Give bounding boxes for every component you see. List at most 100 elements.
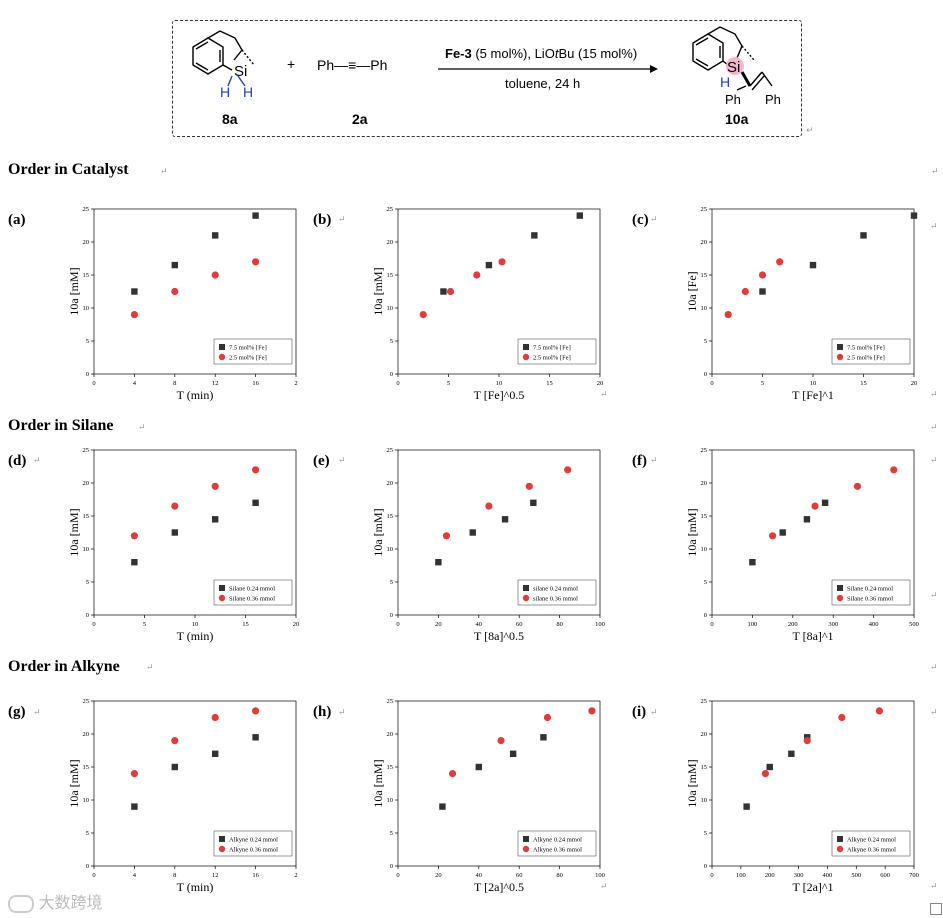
y-axis-label: 10a [mM] xyxy=(685,759,699,807)
data-point-circle xyxy=(473,271,481,279)
legend-entry: Silane 0.24 mmol xyxy=(847,586,893,593)
x-tick-label: 400 xyxy=(869,621,879,628)
x-axis-label: T [Fe]^0.5 xyxy=(474,388,525,402)
x-tick-label: 4 xyxy=(133,872,137,879)
x-tick-label: 2 xyxy=(294,872,297,879)
x-tick-label: 600 xyxy=(880,872,890,879)
data-point-square xyxy=(435,559,442,566)
return-mark: ↵ xyxy=(650,707,658,717)
data-point-circle xyxy=(803,737,811,745)
data-point-circle xyxy=(252,258,260,266)
panel-label-c: (c) xyxy=(632,212,649,228)
x-tick-label: 10 xyxy=(496,380,503,387)
y-tick-label: 15 xyxy=(83,513,90,520)
legend-box xyxy=(517,830,597,857)
data-point-square xyxy=(485,261,493,269)
panel-label-g: (g) xyxy=(8,704,26,720)
reaction-scheme: Si H H 8a + Ph—≡—Ph 2a Fe-3 (5 mol%), Li… xyxy=(192,26,781,127)
si-highlight xyxy=(726,57,744,75)
y-tick-label: 20 xyxy=(701,239,708,246)
data-point-square xyxy=(171,261,178,269)
legend-marker-square xyxy=(219,585,225,591)
panel-label-h: (h) xyxy=(313,704,332,720)
panel-label-i: (i) xyxy=(632,704,647,720)
data-point-circle xyxy=(588,707,596,715)
y-tick-label: 5 xyxy=(390,579,393,586)
product-si-label: Si xyxy=(727,59,740,76)
data-point-square xyxy=(131,288,138,295)
data-point-square xyxy=(252,499,259,506)
x-tick-label: 20 xyxy=(435,872,442,879)
product-10a-label: 10a xyxy=(725,111,749,127)
panel-label-f: (f) xyxy=(632,453,647,469)
y-tick-label: 10 xyxy=(387,305,394,312)
data-point-square xyxy=(131,559,138,566)
y-axis-label: 10a [mM] xyxy=(371,508,385,556)
y-tick-label: 15 xyxy=(387,764,394,771)
y-tick-label: 15 xyxy=(83,764,90,771)
data-point-circle xyxy=(525,482,533,490)
product-ph-label-2: Ph xyxy=(765,92,781,107)
x-axis-label: T [Fe]^1 xyxy=(792,388,834,402)
data-point-square xyxy=(212,232,219,239)
legend-marker-circle xyxy=(522,845,530,853)
x-tick-label: 100 xyxy=(595,621,605,628)
return-mark: ↵ xyxy=(338,455,346,465)
return-mark: ↵ xyxy=(138,422,146,432)
legend-box xyxy=(517,579,597,606)
x-axis-label: T [2a]^0.5 xyxy=(474,880,524,894)
data-point-circle xyxy=(853,482,862,490)
plot-frame xyxy=(397,449,601,616)
x-axis-label: T [2a]^1 xyxy=(792,880,833,894)
section-title-alkyne: Order in Alkyne xyxy=(8,658,120,675)
x-tick-label: 16 xyxy=(252,872,259,879)
data-point-circle xyxy=(497,737,505,745)
legend-marker-circle xyxy=(218,594,226,602)
data-point-square xyxy=(821,499,829,506)
data-point-circle xyxy=(761,770,769,778)
x-tick-label: 0 xyxy=(710,380,713,387)
return-mark: ↵ xyxy=(930,422,938,432)
y-tick-label: 0 xyxy=(704,612,707,619)
h-atom-label-2: H xyxy=(243,84,253,100)
data-point-circle xyxy=(252,707,260,715)
data-point-circle xyxy=(498,258,506,266)
x-tick-label: 0 xyxy=(710,621,713,628)
conditions-line-1: Fe-3 (5 mol%), LiOtBu (15 mol%) xyxy=(445,46,637,61)
si-atom-label: Si xyxy=(234,63,247,80)
x-axis-label: T (min) xyxy=(177,629,214,643)
legend-box xyxy=(213,579,293,606)
product-ph-label-1: Ph xyxy=(725,92,741,107)
x-tick-label: 700 xyxy=(909,872,919,879)
reaction-scheme-box xyxy=(172,20,802,137)
x-tick-label: 300 xyxy=(828,621,838,628)
y-tick-label: 0 xyxy=(704,863,707,870)
x-tick-label: 100 xyxy=(595,872,605,879)
data-point-square xyxy=(809,261,817,269)
data-point-square xyxy=(469,529,476,536)
data-point-square xyxy=(252,734,259,741)
conditions-line-2: toluene, 24 h xyxy=(505,76,580,91)
watermark: 大数跨境 xyxy=(8,889,102,913)
data-point-square xyxy=(766,763,773,771)
y-axis-label: 10a [mM] xyxy=(67,508,81,556)
watermark-logo-icon xyxy=(8,894,34,913)
y-tick-label: 25 xyxy=(83,206,90,213)
x-tick-label: 10 xyxy=(192,621,199,628)
y-axis-label: 10a [mM] xyxy=(67,759,81,807)
x-tick-label: 500 xyxy=(909,621,919,628)
legend-marker-square xyxy=(219,344,225,350)
x-axis-label: T [8a]^1 xyxy=(792,629,833,643)
x-tick-label: 15 xyxy=(860,380,867,387)
x-axis-label: T (min) xyxy=(177,388,214,402)
x-tick-label: 80 xyxy=(556,621,563,628)
y-tick-label: 0 xyxy=(390,371,393,378)
plot-frame xyxy=(711,700,915,867)
legend-marker-circle xyxy=(836,845,844,853)
data-point-circle xyxy=(811,502,819,510)
x-tick-label: 12 xyxy=(212,380,219,387)
product-h-label: H xyxy=(720,74,730,90)
reaction-arrow-head xyxy=(650,65,658,73)
return-mark: ↵ xyxy=(930,707,938,717)
data-point-square xyxy=(131,803,138,810)
